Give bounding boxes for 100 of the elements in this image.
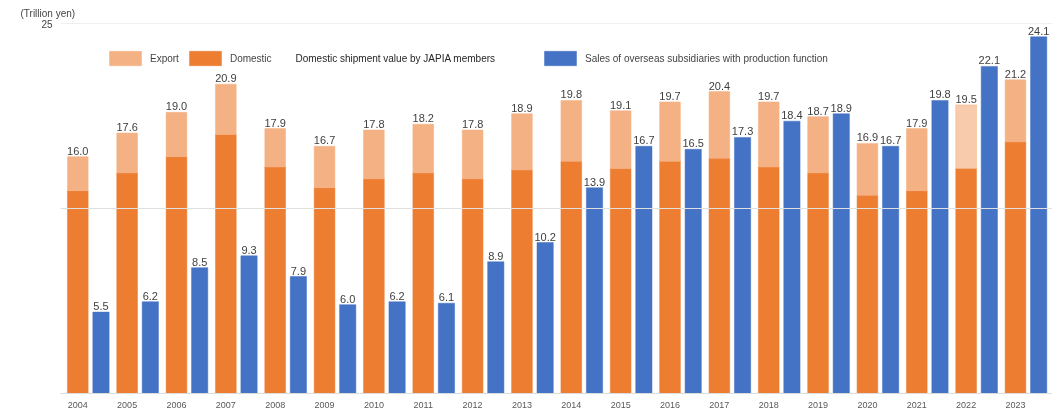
annotation: 20.4 <box>708 79 731 92</box>
bar <box>67 190 89 394</box>
annotation: 17.9 <box>264 116 286 129</box>
data-label: 6.1 <box>438 291 455 304</box>
x-tick-label: 2022 <box>956 399 977 410</box>
annotation: 18.7 <box>807 104 829 117</box>
bar <box>412 123 434 174</box>
bar <box>1004 141 1027 394</box>
data-label: 6.2 <box>389 289 405 302</box>
x-tick-label: 2004 <box>67 399 88 410</box>
annotation: 20.9 <box>215 72 237 85</box>
bar <box>560 100 582 162</box>
bar <box>165 112 188 157</box>
annotation: 17.6 <box>116 121 138 134</box>
annotation: 19.7 <box>659 89 681 102</box>
bar <box>116 172 138 394</box>
annotation: 19.8 <box>560 88 583 101</box>
bar <box>313 146 336 189</box>
data-label: 7.9 <box>290 264 307 277</box>
bar <box>215 83 237 135</box>
x-tick-label: 2005 <box>117 399 138 410</box>
bar <box>165 156 188 394</box>
x-tick-label: 2018 <box>758 399 779 410</box>
bar <box>511 169 533 394</box>
x-tick-label: 2016 <box>660 399 681 410</box>
data-label: 9.3 <box>241 243 257 256</box>
bar <box>412 172 434 394</box>
bar <box>289 276 307 394</box>
data-label: 6.2 <box>142 289 158 302</box>
data-label: 5.5 <box>93 300 109 313</box>
annotation: 17.9 <box>906 116 928 129</box>
legend-label: Domestic <box>229 52 272 64</box>
annotation: 16.9 <box>856 131 879 144</box>
bar <box>684 149 702 394</box>
bar <box>313 187 336 394</box>
data-label: 8.9 <box>488 249 504 262</box>
bar <box>536 242 554 394</box>
data-label: 13.9 <box>583 175 606 188</box>
y-axis-title: (Trillion yen) <box>20 7 76 19</box>
bar <box>264 166 286 394</box>
data-label: 16.7 <box>633 134 655 147</box>
bar <box>141 301 159 394</box>
y-tick-label: 25 <box>41 18 53 30</box>
bar <box>264 128 286 168</box>
x-tick-label: 2014 <box>561 399 582 410</box>
bar <box>560 160 582 394</box>
x-tick-label: 2010 <box>363 399 384 410</box>
bar <box>215 134 237 394</box>
bar <box>980 66 998 394</box>
data-label: 6.0 <box>340 292 356 305</box>
x-tick-label: 2007 <box>215 399 236 410</box>
annotation: 16.0 <box>67 144 89 157</box>
bar <box>856 143 879 196</box>
bar <box>734 137 751 394</box>
bar <box>856 194 879 394</box>
bar <box>882 146 900 394</box>
bar <box>461 129 484 180</box>
bar <box>610 110 632 169</box>
bar <box>955 168 977 394</box>
bar <box>610 168 632 394</box>
bar <box>832 113 850 394</box>
bar <box>339 304 357 394</box>
bar <box>807 116 829 174</box>
legend-label: Export <box>150 52 179 64</box>
bar <box>92 311 110 394</box>
annotation: 19.7 <box>758 89 780 102</box>
x-tick-label: 2009 <box>314 399 335 410</box>
bar <box>807 172 829 394</box>
annotation: 19.5 <box>955 92 977 105</box>
bar <box>635 146 653 394</box>
bar <box>758 101 780 168</box>
bar <box>487 261 505 394</box>
bar <box>955 104 977 169</box>
annotation: 21.2 <box>1004 67 1027 80</box>
bar <box>511 113 533 171</box>
x-tick-label: 2011 <box>413 399 433 410</box>
x-tick-label: 2020 <box>857 399 878 410</box>
bar <box>1004 79 1027 143</box>
bar <box>906 128 928 191</box>
bar <box>363 178 385 394</box>
data-label: 19.8 <box>929 88 951 101</box>
bar <box>116 132 138 174</box>
annotation: 17.8 <box>363 118 385 131</box>
bar <box>1030 36 1048 394</box>
bar <box>67 156 89 191</box>
bar <box>388 301 406 394</box>
bar <box>708 157 730 394</box>
bar <box>363 129 385 180</box>
annotation: 19.1 <box>609 98 632 111</box>
x-tick-label: 2017 <box>709 399 730 410</box>
bar <box>906 190 928 394</box>
bar <box>931 100 949 394</box>
data-label: 18.4 <box>781 109 803 122</box>
x-tick-label: 2012 <box>462 399 483 410</box>
bar <box>191 267 209 394</box>
bar <box>461 178 484 394</box>
x-tick-label: 2015 <box>610 399 631 410</box>
x-tick-label: 2013 <box>511 399 532 410</box>
data-label: 16.7 <box>879 134 902 147</box>
bar <box>659 101 681 162</box>
